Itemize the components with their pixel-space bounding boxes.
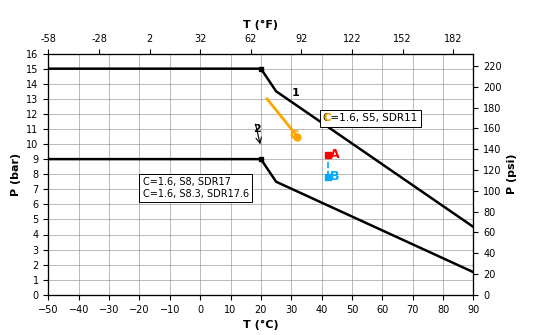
X-axis label: T (°C): T (°C) [243, 320, 279, 330]
Text: C: C [290, 129, 299, 142]
Text: C: C [323, 114, 331, 123]
Text: A: A [330, 148, 340, 160]
Text: C=1.6, S8, SDR17
C=1.6, S8.3, SDR17.6: C=1.6, S8, SDR17 C=1.6, S8.3, SDR17.6 [143, 177, 249, 199]
Y-axis label: P (psi): P (psi) [507, 154, 518, 194]
Y-axis label: P (bar): P (bar) [11, 153, 21, 196]
Text: 1: 1 [291, 88, 299, 98]
Text: B: B [330, 170, 339, 183]
Text: C=1.6, S5, SDR11: C=1.6, S5, SDR11 [323, 114, 417, 123]
X-axis label: T (°F): T (°F) [243, 20, 279, 30]
Text: 2: 2 [253, 124, 261, 134]
